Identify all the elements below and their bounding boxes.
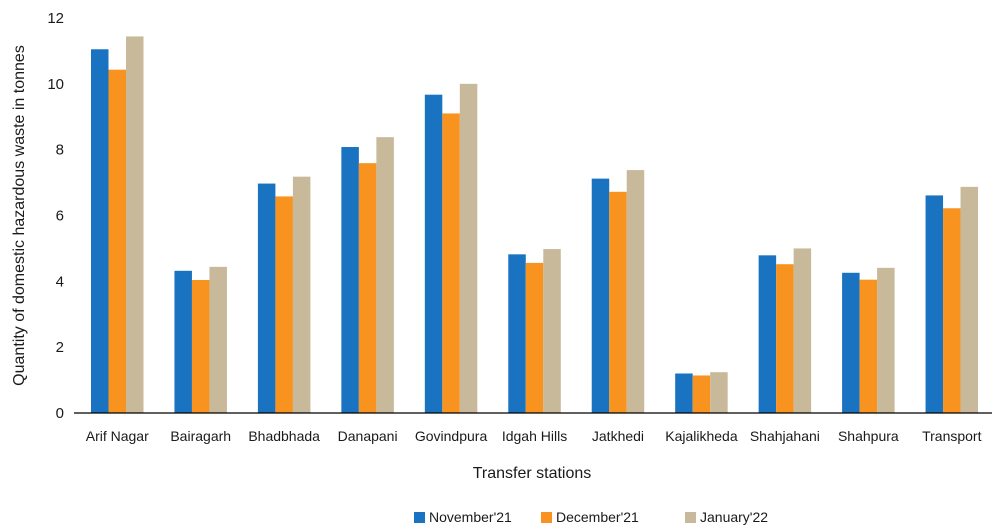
bar bbox=[692, 375, 711, 413]
bar bbox=[108, 69, 126, 413]
bar bbox=[275, 196, 293, 413]
bar bbox=[591, 178, 610, 413]
bar bbox=[209, 266, 227, 413]
bar bbox=[358, 163, 377, 413]
bar bbox=[508, 254, 526, 413]
y-tick-label: 12 bbox=[47, 10, 64, 27]
y-tick-label: 8 bbox=[56, 142, 64, 159]
y-axis-title: Quantity of domestic hazardous waste in … bbox=[11, 45, 28, 386]
x-tick-label: Kajalikheda bbox=[665, 428, 738, 444]
bar bbox=[877, 267, 895, 413]
x-tick-label: Danapani bbox=[338, 428, 398, 444]
bar bbox=[960, 186, 979, 413]
x-tick-label: Shahjahani bbox=[750, 428, 820, 444]
bar bbox=[126, 36, 144, 413]
bar bbox=[459, 83, 478, 413]
x-tick-label: Idgah Hills bbox=[502, 428, 567, 444]
y-tick-label: 6 bbox=[56, 208, 64, 225]
x-tick-label: Bhadbhada bbox=[248, 428, 320, 444]
bar bbox=[525, 262, 544, 413]
bar bbox=[776, 264, 794, 413]
y-tick-label: 2 bbox=[56, 339, 64, 356]
y-tick-label: 10 bbox=[47, 76, 64, 93]
x-tick-label: Govindpura bbox=[415, 428, 488, 444]
bar bbox=[341, 147, 359, 414]
bar bbox=[292, 176, 311, 413]
bar bbox=[257, 183, 276, 413]
y-axis-ticks: 0 2 4 6 8 10 12 bbox=[47, 10, 64, 422]
bar bbox=[675, 373, 693, 413]
bar bbox=[842, 272, 860, 413]
x-tick-label: Transport bbox=[922, 428, 982, 444]
x-axis-categories: Arif Nagar Bairagarh Bhadbhada Danapani Govi… bbox=[86, 428, 982, 444]
legend-swatch bbox=[541, 512, 552, 523]
bar bbox=[710, 372, 728, 413]
x-axis-title: Transfer stations bbox=[473, 465, 592, 482]
bar bbox=[174, 270, 192, 413]
legend-label: December'21 bbox=[556, 509, 639, 525]
bar bbox=[859, 279, 878, 413]
bar bbox=[925, 195, 944, 413]
bars-group bbox=[91, 36, 979, 414]
x-tick-label: Bairagarh bbox=[170, 428, 231, 444]
legend-swatch bbox=[685, 512, 696, 523]
bar bbox=[943, 208, 961, 413]
bar bbox=[609, 191, 627, 413]
x-tick-label: Jatkhedi bbox=[592, 428, 644, 444]
bar bbox=[626, 170, 645, 413]
bar bbox=[793, 248, 812, 413]
bar bbox=[91, 49, 109, 413]
legend-swatch bbox=[414, 512, 425, 523]
legend: November'21 December'21 January'22 bbox=[414, 509, 768, 525]
x-tick-label: Arif Nagar bbox=[86, 428, 149, 444]
bar bbox=[191, 280, 210, 413]
bar bbox=[442, 113, 460, 413]
legend-label: January'22 bbox=[700, 509, 768, 525]
bar bbox=[758, 255, 777, 413]
y-tick-label: 0 bbox=[56, 405, 64, 422]
legend-label: November'21 bbox=[429, 509, 512, 525]
bar bbox=[543, 249, 561, 413]
x-tick-label: Shahpura bbox=[838, 428, 899, 444]
bar bbox=[376, 137, 394, 414]
bar bbox=[424, 94, 443, 413]
y-tick-label: 4 bbox=[56, 273, 64, 290]
